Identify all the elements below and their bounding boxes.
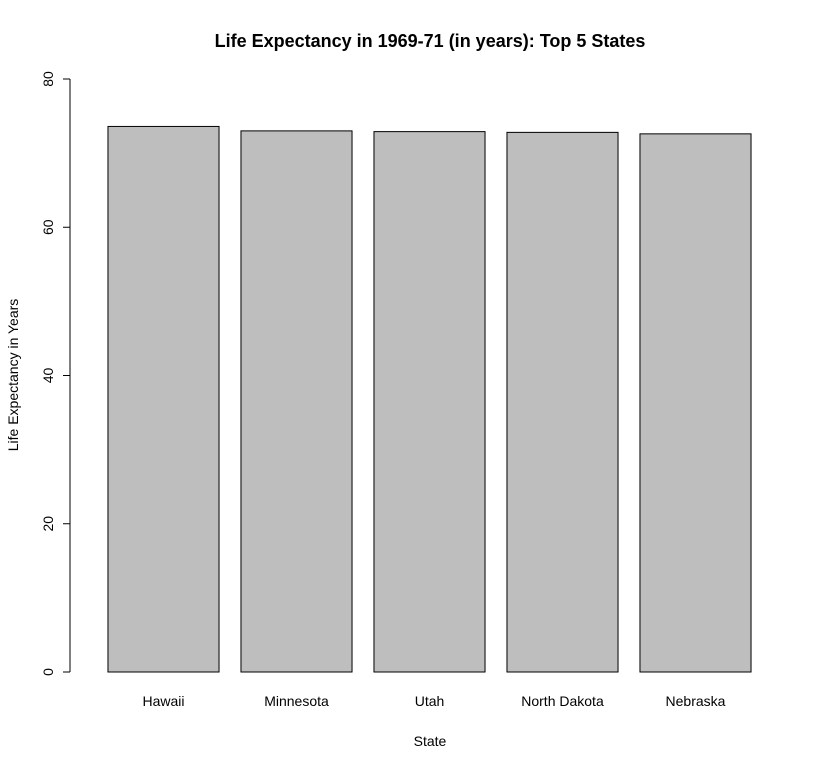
y-tick-label: 40 [40,368,56,384]
x-tick-label: Utah [415,693,445,709]
y-axis-label: Life Expectancy in Years [5,299,21,452]
y-tick-label: 80 [40,71,56,87]
bars-group [107,125,752,673]
bar [240,130,353,673]
bar [373,131,486,673]
x-tick-label: Minnesota [264,693,329,709]
y-tick-label: 0 [40,668,56,676]
y-axis: 0 20 40 60 80 [40,71,71,676]
x-tick-label: Hawaii [142,693,184,709]
y-tick-label: 60 [40,219,56,235]
x-tick-label: Nebraska [666,693,726,709]
bar [107,125,220,673]
x-axis-label: State [414,733,447,749]
bar [639,133,752,673]
y-tick-label: 20 [40,516,56,532]
bar [506,131,619,673]
chart-title: Life Expectancy in 1969-71 (in years): T… [215,31,646,51]
x-tick-labels: Hawaii Minnesota Utah North Dakota Nebraska [142,693,725,709]
x-tick-label: North Dakota [521,693,604,709]
